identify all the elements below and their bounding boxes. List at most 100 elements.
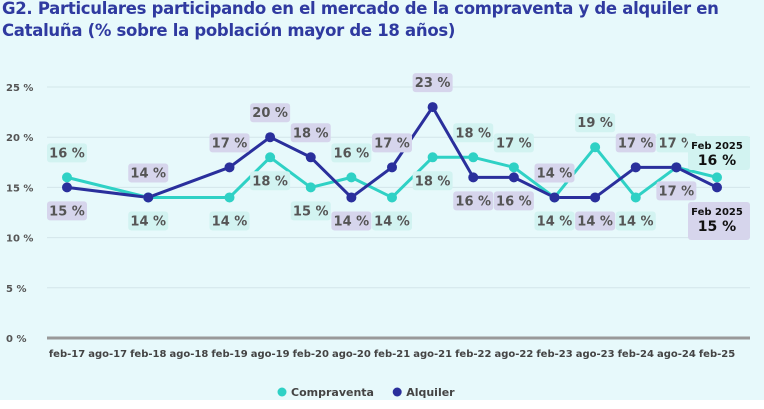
callout-box — [688, 136, 750, 170]
x-tick-label: feb-25 — [699, 349, 735, 360]
x-tick-label: ago-17 — [88, 349, 127, 360]
y-tick-label: 5 % — [6, 284, 26, 295]
x-tick-label: feb-24 — [618, 349, 654, 360]
data-label: 17 % — [618, 136, 654, 151]
data-label: 16 % — [455, 194, 491, 209]
data-label: 14 % — [374, 214, 410, 229]
data-label-box — [372, 133, 412, 153]
chart-title: G2. Particulares participando en el merc… — [2, 0, 719, 40]
data-label: 23 % — [415, 76, 451, 91]
data-label: 16 % — [496, 194, 532, 209]
x-tick-label: feb-23 — [536, 349, 572, 360]
x-tick-label: ago-19 — [251, 349, 290, 360]
callout-label: Feb 2025 — [691, 207, 743, 218]
data-label-box — [656, 133, 697, 153]
data-point — [427, 152, 438, 163]
data-label: 14 % — [537, 214, 573, 229]
data-point — [62, 172, 72, 183]
data-point — [712, 182, 722, 193]
data-point — [630, 162, 641, 173]
callout-label: Feb 2025 — [691, 141, 743, 152]
data-label-box — [331, 211, 372, 231]
data-label-box — [250, 171, 291, 191]
data-label: 17 % — [659, 184, 695, 199]
data-label-box — [290, 201, 331, 221]
x-tick-label: feb-19 — [211, 349, 247, 360]
data-label: 17 % — [212, 136, 248, 151]
data-label: 20 % — [252, 106, 288, 121]
data-label-box — [412, 73, 453, 93]
data-label: 18 % — [293, 126, 329, 141]
data-label-box — [493, 133, 534, 153]
data-point — [346, 172, 357, 183]
data-point — [590, 142, 601, 153]
data-label-box — [493, 191, 534, 211]
data-label-box — [128, 211, 169, 231]
data-point — [305, 182, 316, 193]
data-label-box — [290, 123, 331, 143]
callout-value: 15 % — [698, 219, 736, 235]
data-label: 14 % — [334, 214, 370, 229]
legend-label: Compraventa — [291, 386, 374, 399]
data-label-box — [47, 143, 87, 163]
data-label-box — [615, 211, 656, 231]
data-point — [305, 152, 316, 163]
data-label-box — [47, 201, 87, 221]
data-label: 19 % — [577, 116, 613, 131]
data-point — [468, 152, 479, 163]
data-label: 14 % — [130, 214, 166, 229]
data-label-box — [372, 211, 412, 231]
data-label-box — [453, 123, 494, 143]
data-point — [265, 132, 276, 143]
data-label: 14 % — [130, 166, 166, 181]
data-point — [143, 192, 154, 203]
data-label-box — [534, 211, 575, 231]
data-point — [62, 182, 72, 193]
data-label-box — [615, 133, 656, 153]
x-tick-label: ago-20 — [332, 349, 371, 360]
data-point — [346, 192, 357, 203]
x-tick-label: feb-18 — [130, 349, 166, 360]
data-label-box — [128, 163, 169, 183]
data-label: 17 % — [374, 136, 410, 151]
data-point — [630, 192, 641, 203]
data-label-box — [331, 143, 372, 163]
data-point — [224, 192, 235, 203]
data-label-box — [453, 191, 494, 211]
data-point — [427, 102, 438, 113]
data-label: 18 % — [455, 126, 491, 141]
data-point — [549, 192, 560, 203]
y-tick-label: 10 % — [6, 234, 33, 245]
legend-label: Alquiler — [406, 386, 455, 399]
y-tick-label: 0 % — [6, 334, 26, 345]
legend-marker — [392, 387, 402, 397]
data-label: 15 % — [293, 204, 329, 219]
y-tick-label: 25 % — [6, 83, 33, 94]
chart-container: G2. Particulares participando en el merc… — [0, 0, 764, 400]
data-label-box — [575, 211, 616, 231]
data-label: 15 % — [49, 204, 85, 219]
data-point — [508, 172, 519, 183]
data-label: 14 % — [212, 214, 248, 229]
callout-box — [688, 202, 750, 240]
y-tick-label: 20 % — [6, 133, 33, 144]
data-label-box — [575, 113, 616, 133]
data-point — [265, 152, 276, 163]
data-label-box — [209, 211, 250, 231]
x-tick-label: ago-18 — [169, 349, 208, 360]
data-point — [590, 192, 601, 203]
data-point — [508, 162, 519, 173]
data-label-box — [656, 181, 697, 201]
data-point — [387, 162, 397, 173]
x-tick-label: ago-24 — [657, 349, 696, 360]
data-label-box — [412, 171, 453, 191]
data-point — [671, 162, 682, 173]
data-point — [468, 172, 479, 183]
data-label-box — [209, 133, 250, 153]
data-point — [387, 192, 397, 203]
x-tick-label: feb-22 — [455, 349, 491, 360]
x-tick-label: ago-23 — [576, 349, 615, 360]
x-tick-label: feb-17 — [49, 349, 85, 360]
x-tick-label: feb-21 — [374, 349, 410, 360]
data-label: 16 % — [334, 146, 370, 161]
